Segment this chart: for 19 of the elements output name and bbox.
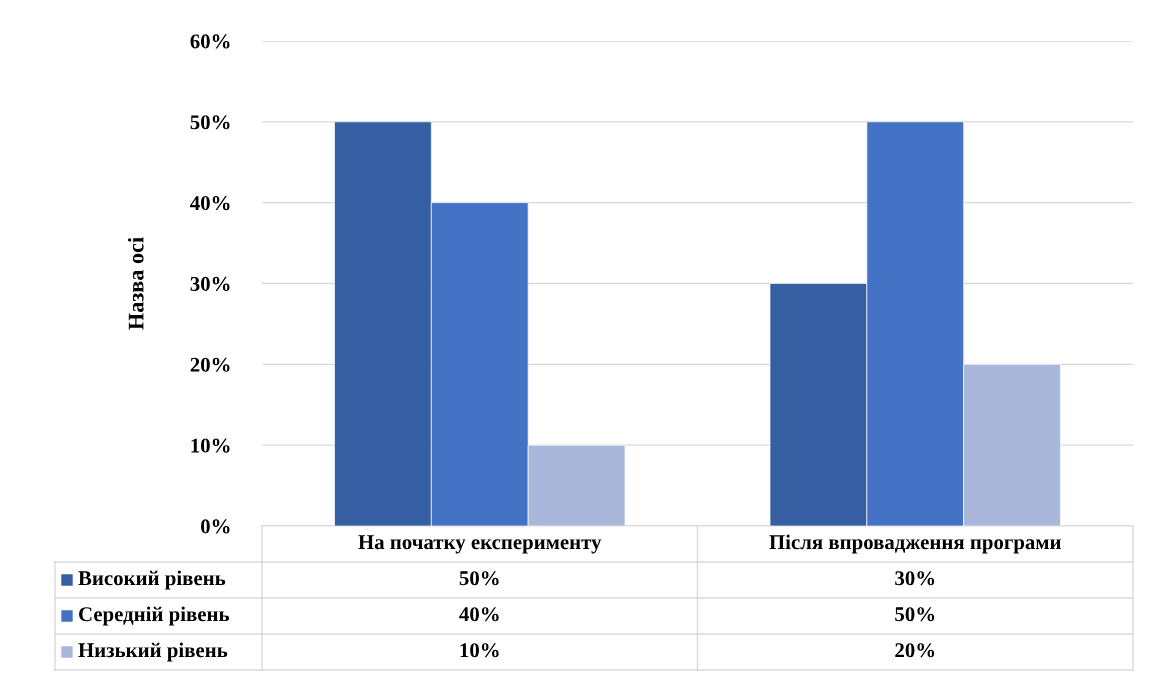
data-label: 50%	[895, 607, 935, 622]
y-tick-label: 50%	[190, 115, 230, 130]
y-tick-label: 30%	[190, 276, 230, 291]
legend-label: Середній рівень	[79, 606, 230, 626]
y-tick-label: 0%	[200, 519, 230, 534]
data-label: 30%	[895, 571, 935, 586]
y-tick-label: 10%	[191, 438, 230, 453]
legend-label: Високий рівень	[78, 570, 226, 590]
legend-label: Низький рівень	[78, 642, 228, 662]
y-axis-title: Назва осі	[127, 237, 144, 330]
y-tick-label: 60%	[190, 34, 230, 49]
data-label: 50%	[459, 571, 499, 586]
data-label: 20%	[895, 643, 935, 658]
y-tick-label: 40%	[190, 196, 230, 211]
data-label: 40%	[459, 607, 499, 622]
x-tick-label: На початку експерименту	[358, 535, 602, 554]
x-tick-label: Після впровадження програми	[769, 534, 1061, 554]
y-tick-label: 20%	[190, 357, 230, 372]
data-label: 10%	[460, 643, 499, 658]
